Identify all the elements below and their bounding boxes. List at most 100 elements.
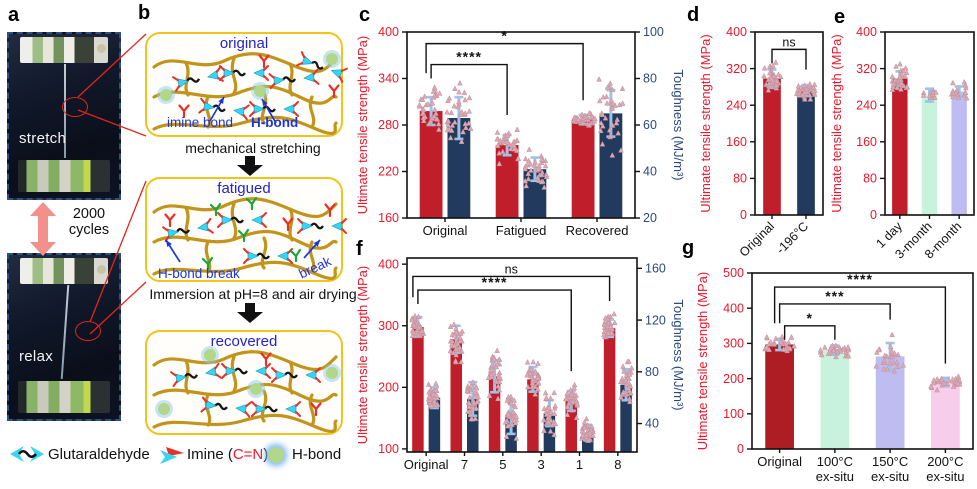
- panel-d-label: d: [687, 4, 700, 26]
- svg-text:500: 500: [723, 266, 744, 280]
- top-clamp: [20, 258, 108, 284]
- hbond-label: H-bond: [292, 446, 342, 463]
- svg-text:160: 160: [378, 211, 399, 225]
- svg-text:Original: Original: [757, 454, 802, 469]
- svg-text:ns: ns: [782, 35, 795, 49]
- svg-text:100°C: 100°C: [817, 454, 853, 469]
- step1-text: mechanical stretching: [185, 140, 321, 156]
- svg-text:***: ***: [825, 288, 844, 304]
- svg-text:Original: Original: [404, 457, 449, 472]
- svg-text:200: 200: [378, 381, 399, 395]
- panel-g-label: g: [682, 237, 695, 259]
- svg-text:5: 5: [499, 457, 506, 472]
- glutaraldehyde-label: Glutaraldehyde: [48, 446, 150, 463]
- svg-text:320: 320: [856, 62, 877, 76]
- relax-caption: relax: [19, 348, 54, 365]
- imine-label-prefix: Imine (: [187, 446, 233, 463]
- svg-text:0: 0: [870, 208, 877, 222]
- svg-text:200°C: 200°C: [927, 454, 963, 469]
- svg-text:160: 160: [726, 135, 747, 149]
- svg-text:0: 0: [737, 442, 744, 456]
- svg-text:40: 40: [645, 417, 659, 431]
- svg-text:300: 300: [378, 319, 399, 333]
- svg-text:Original: Original: [423, 223, 468, 238]
- imine-bond-annotation: imine bond: [167, 115, 234, 130]
- svg-text:400: 400: [726, 25, 747, 39]
- svg-text:100: 100: [723, 407, 744, 421]
- stretch-photo: stretch: [7, 32, 121, 200]
- svg-text:340: 340: [378, 72, 399, 86]
- imine-icon: [160, 447, 184, 464]
- clamp-screw: [96, 44, 106, 53]
- cycles-label: 2000 cycles: [68, 206, 110, 239]
- clamp-screw: [96, 265, 106, 274]
- svg-text:280: 280: [378, 118, 399, 132]
- svg-text:100: 100: [378, 442, 399, 456]
- zoom-ellipse: [75, 321, 101, 341]
- svg-text:160: 160: [856, 135, 877, 149]
- glutaraldehyde-icon: [10, 446, 44, 462]
- recovered-network-art: [152, 346, 341, 433]
- svg-text:1: 1: [576, 457, 583, 472]
- svg-text:400: 400: [378, 257, 399, 271]
- panel-e-label: e: [834, 6, 846, 28]
- svg-text:****: ****: [847, 271, 873, 287]
- panel-a-label: a: [8, 4, 20, 26]
- svg-text:160: 160: [645, 262, 666, 276]
- stretch-caption: stretch: [19, 130, 67, 147]
- imine-formula: C=N: [232, 446, 264, 463]
- svg-text:3: 3: [538, 457, 545, 472]
- svg-text:200: 200: [723, 372, 744, 386]
- hbond-break-annotation: H-bond break: [158, 266, 240, 281]
- svg-text:8: 8: [614, 457, 621, 472]
- down-arrow-icon: [237, 303, 263, 323]
- svg-text:Recovered: Recovered: [566, 223, 629, 238]
- hbond-icon: [268, 447, 284, 463]
- svg-text:ex-situ: ex-situ: [926, 469, 964, 484]
- svg-text:60: 60: [643, 118, 657, 132]
- svg-text:80: 80: [645, 365, 659, 379]
- svg-text:8-month: 8-month: [922, 219, 964, 261]
- imine-label-suffix: ): [263, 446, 269, 463]
- svg-text:400: 400: [723, 301, 744, 315]
- fatigued-title: fatigued: [217, 180, 271, 197]
- recovered-network-box: [145, 330, 343, 435]
- svg-text:Fatigued: Fatigued: [496, 223, 547, 238]
- svg-text:*: *: [501, 28, 507, 44]
- svg-text:Original: Original: [737, 219, 777, 259]
- svg-text:ns: ns: [505, 262, 518, 276]
- svg-text:320: 320: [726, 62, 747, 76]
- svg-text:300: 300: [723, 337, 744, 351]
- svg-text:0: 0: [740, 208, 747, 222]
- zoom-ellipse: [62, 97, 88, 117]
- panel-f-label: f: [356, 238, 363, 260]
- recovered-title: recovered: [210, 333, 278, 350]
- svg-text:ex-situ: ex-situ: [871, 469, 909, 484]
- chart-d: 0 80 160 240 320 400 Original-196°C Ultimate te…: [698, 25, 824, 260]
- svg-text:150°C: 150°C: [872, 454, 908, 469]
- original-network-art: [152, 50, 348, 135]
- bottom-clamp: [17, 381, 111, 413]
- chart-c: 160 220 280 340 400 20 40 60 80 100 Original Fatigu…: [355, 25, 686, 238]
- svg-text:Ultimate tensile strength (MPa: Ultimate tensile strength (MPa): [695, 272, 710, 450]
- svg-text:80: 80: [643, 72, 657, 86]
- svg-text:80: 80: [733, 172, 747, 186]
- svg-text:220: 220: [378, 165, 399, 179]
- svg-text:****: ****: [456, 49, 482, 65]
- svg-text:40: 40: [643, 165, 657, 179]
- down-arrow-icon: [237, 156, 263, 176]
- svg-text:7: 7: [461, 457, 468, 472]
- original-network-box: [145, 32, 343, 137]
- svg-text:80: 80: [863, 172, 877, 186]
- svg-text:1 day: 1 day: [873, 219, 905, 251]
- svg-text:400: 400: [378, 25, 399, 39]
- fatigued-network-art: [152, 196, 347, 280]
- svg-text:Toughness (MJ/m³): Toughness (MJ/m³): [671, 299, 686, 410]
- step2-text: Immersion at pH=8 and air drying: [149, 286, 357, 302]
- svg-text:-196°C: -196°C: [774, 219, 812, 257]
- svg-text:*: *: [807, 310, 813, 326]
- relax-photo: relax: [7, 253, 121, 421]
